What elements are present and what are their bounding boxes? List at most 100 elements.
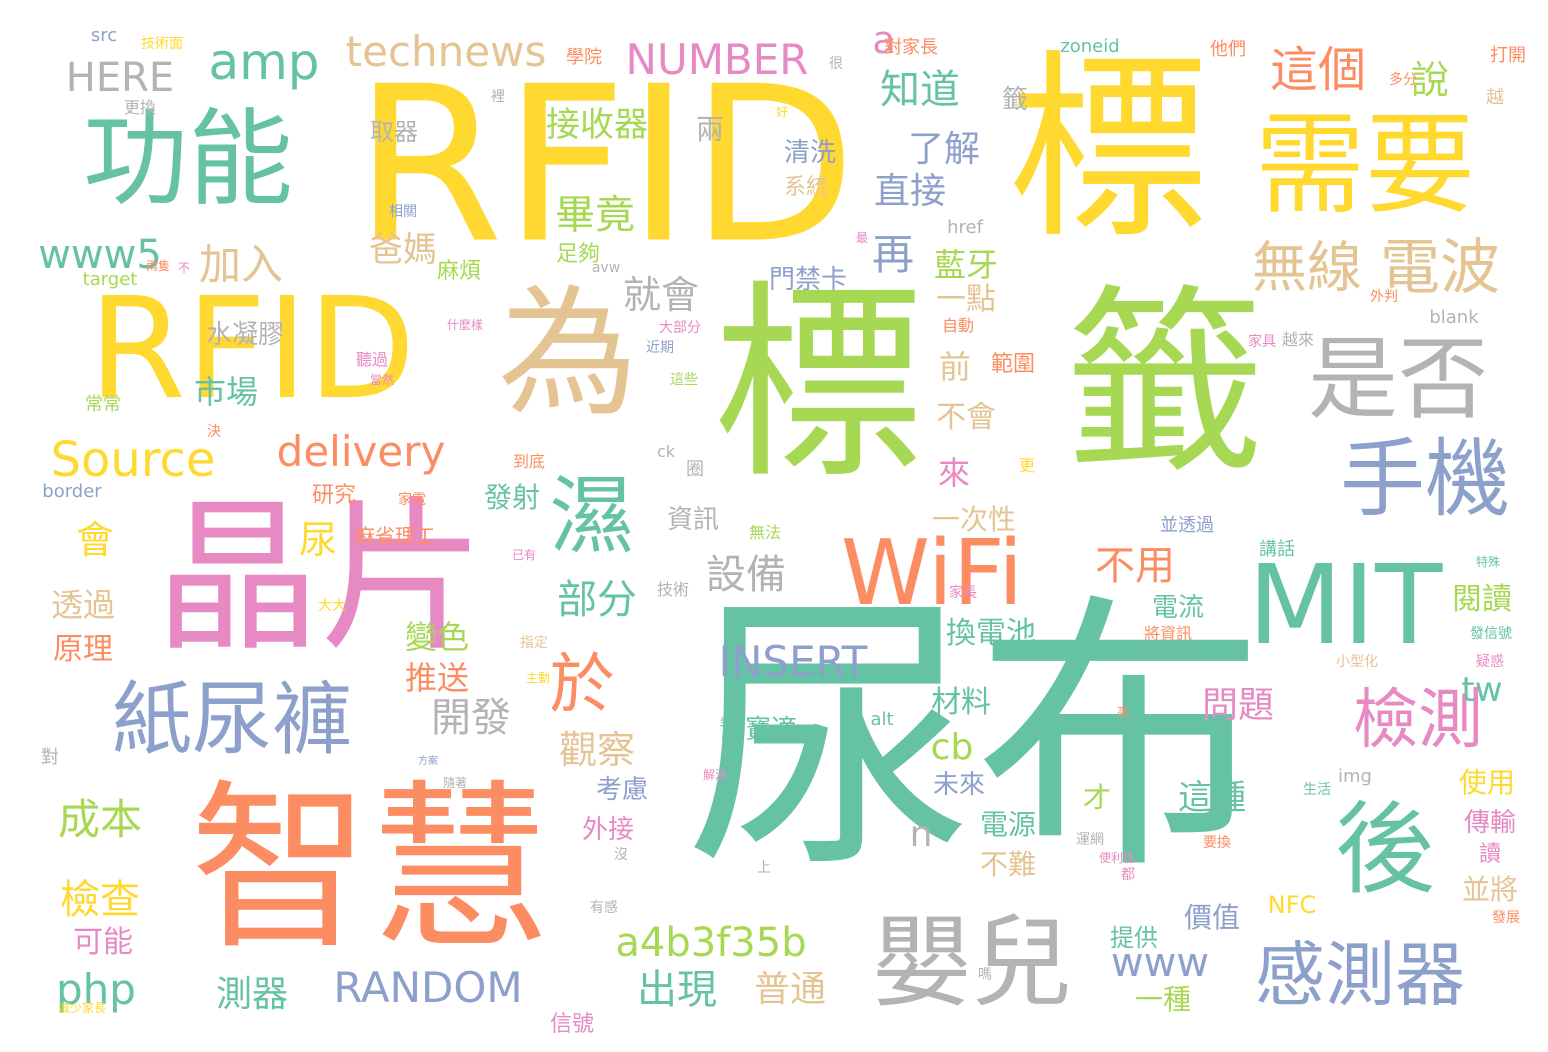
word: 足夠 [555,242,601,267]
word: 價值 [1183,901,1241,934]
word: 會 [75,518,115,562]
word: 特殊 [1475,555,1501,569]
word: 設備 [706,552,786,598]
word: 家具 [1248,334,1276,350]
word: HERE [65,55,175,101]
word: 研究 [311,483,357,508]
word: 將資訊 [1143,624,1193,643]
word: 爸媽 [369,230,437,270]
word: 了解 [907,129,981,170]
word: blank [1429,307,1479,328]
word: 尿 [298,518,338,562]
word: 疑惑 [1476,654,1504,670]
word: 紙尿褲 [112,673,352,766]
word: 好 [775,105,789,119]
word: 已有 [511,548,537,562]
word: 自動 [941,316,975,335]
word: 發展 [1492,910,1520,926]
word: 開發 [431,695,511,741]
word: 越來 [1281,330,1315,349]
word: 加入 [198,240,284,289]
word: 清洗 [783,138,837,168]
word: 透過 [50,586,116,624]
word: 籤 [1001,85,1029,115]
word: 一點 [936,282,996,317]
word: 解決 [702,768,728,782]
word: 這些 [670,372,698,388]
word: 尿布 [685,571,1265,908]
word: 一種 [1134,983,1192,1016]
word: 範圍 [990,352,1036,377]
word: 當然 [369,373,395,387]
word: 接收器 [546,105,648,145]
word: WiFi [840,521,1024,626]
word: 系統 [783,175,829,200]
word: 有感 [590,900,618,916]
word: 上 [757,860,771,876]
word: 更 [1018,456,1036,475]
word: Source [50,432,216,488]
word: 不 [177,261,191,275]
word: 來 [937,454,971,492]
word: RFID [353,39,857,291]
word: 電波 [1380,233,1500,303]
word: 未來 [932,770,986,800]
word: 才 [1082,781,1112,814]
word: a4b3f35b [615,920,807,966]
word: 更換 [123,98,157,117]
word: 前 [938,348,972,386]
word: 功能 [82,98,294,221]
word: 智慧 [189,765,551,974]
word: 不難 [979,848,1037,881]
word: 多分 [1389,72,1417,88]
word: 都 [1121,867,1135,883]
word: 再 [871,230,915,279]
word: amp [208,33,320,91]
word: 手機 [1339,430,1511,530]
word: a [872,18,896,62]
word: 不會 [936,400,996,435]
word: 他們 [1210,39,1246,60]
word: INSERT [718,637,868,686]
word: href [947,217,983,238]
word: 後 [1335,791,1435,908]
word: n [909,814,933,855]
word: 於 [549,647,615,723]
word: 嗎 [978,967,992,983]
word: 信號 [549,1012,595,1037]
word: NUMBER [625,35,809,84]
word: 讀 [1478,842,1502,867]
word: 指定 [520,635,548,651]
word: 近期 [646,340,674,356]
word: 傳輸 [1463,808,1517,838]
word: cb [930,727,974,768]
word: 大部分 [659,320,701,336]
word: 無法 [748,523,782,542]
word: NFC [1267,891,1317,919]
word: 換電池 [946,616,1036,651]
word: 資訊 [666,505,720,535]
word: 市場 [193,373,259,411]
word: 就會 [622,273,700,317]
word: 生活 [1303,782,1331,798]
word: 原理 [53,632,113,667]
word: avw [591,260,621,276]
word: 一次性 [931,503,1017,536]
word: 無線 [1251,235,1363,300]
word: border [42,481,102,502]
word: 外判 [1370,289,1398,305]
word: MIT [1247,541,1443,669]
word: 小型化 [1336,654,1378,670]
word: 技術面 [141,36,183,52]
word: 什麼樣 [446,318,484,332]
word: 籤 [1064,268,1266,501]
word: 聽過 [355,350,389,369]
word: 家電 [398,492,426,508]
word: delivery [276,427,446,476]
word: 閱讀 [1452,582,1512,617]
word: 對 [41,747,59,768]
word: 到底 [512,452,546,471]
word: 標 [1007,33,1209,266]
word: 檢測 [1352,682,1484,758]
